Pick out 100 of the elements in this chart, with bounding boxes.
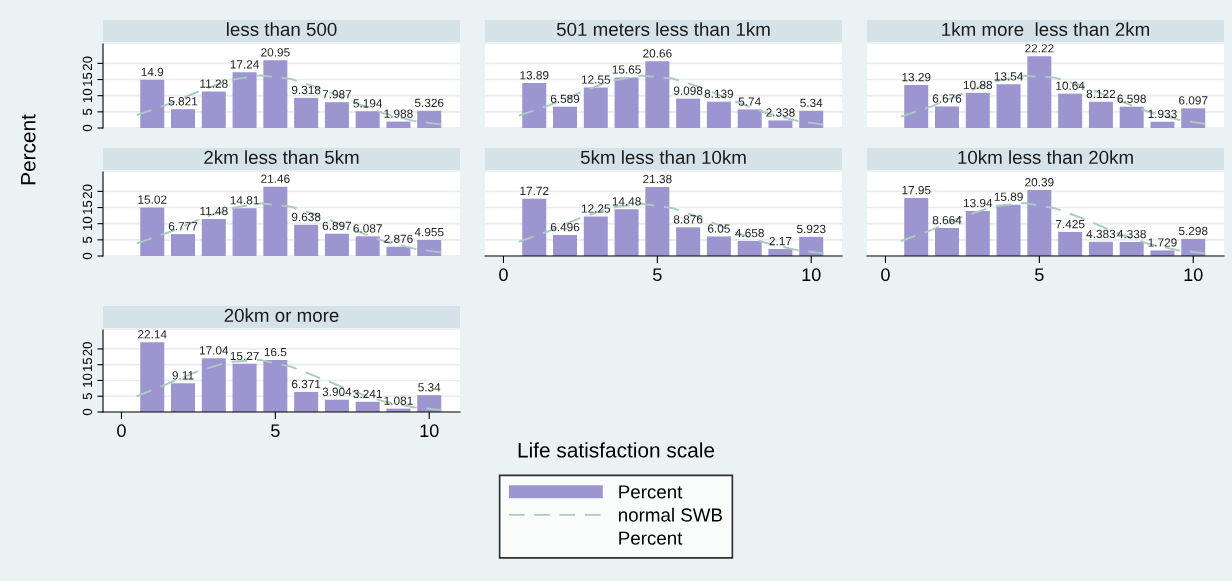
y-tick-label: 5	[82, 393, 93, 400]
data-label: 10.64	[1056, 81, 1085, 90]
bar	[201, 358, 226, 412]
y-axis-title: Percent	[21, 114, 36, 185]
data-label: 6.087	[353, 224, 382, 233]
data-label: 12.55	[581, 75, 611, 84]
data-label: 5.34	[800, 98, 823, 108]
data-label: 15.02	[138, 195, 167, 204]
data-label: 5.298	[1178, 226, 1208, 236]
bar	[553, 106, 578, 128]
bar	[676, 227, 701, 256]
bar	[645, 186, 670, 256]
bar	[263, 60, 288, 128]
y-tick-label: 10	[82, 373, 93, 387]
bar	[294, 391, 319, 412]
bar	[1088, 241, 1113, 256]
y-tick-label: 0	[82, 408, 93, 416]
x-tick-label: 10	[420, 424, 439, 438]
bar	[737, 240, 762, 256]
data-label: 5.34	[418, 383, 441, 392]
x-tick-label: 0	[881, 268, 890, 282]
bar	[386, 121, 411, 128]
data-label: 11.28	[200, 79, 228, 88]
data-label: 1.729	[1148, 238, 1177, 247]
data-label: 13.94	[963, 198, 993, 208]
chart-title: 2km less than 5km	[204, 150, 359, 165]
data-label: 7.987	[322, 90, 352, 99]
data-label: 20.66	[643, 49, 672, 58]
data-label: 4.338	[1117, 229, 1146, 239]
x-tick-label: 10	[802, 268, 821, 282]
bar	[294, 224, 319, 256]
data-label: 3.904	[322, 387, 352, 396]
bar	[263, 359, 288, 412]
bar	[614, 77, 639, 128]
bar	[355, 236, 380, 256]
bar	[935, 228, 960, 256]
data-label: 6.05	[708, 224, 730, 233]
data-label: 6.897	[322, 221, 352, 230]
bar	[1027, 56, 1052, 128]
y-tick-label: 5	[82, 108, 93, 115]
y-tick-label: 10	[82, 88, 93, 103]
bar	[1119, 106, 1144, 128]
chart-title: 20km or more	[224, 308, 339, 323]
data-label: 1.933	[1148, 109, 1177, 119]
data-label: 8.664	[932, 215, 962, 225]
bar	[645, 61, 670, 128]
x-tick-label: 0	[117, 424, 126, 438]
bar	[1119, 241, 1144, 256]
bar	[799, 110, 824, 128]
data-label: 2.338	[766, 108, 795, 117]
bar	[355, 111, 380, 128]
y-tick-label: 0	[82, 124, 93, 132]
y-tick-label: 5	[82, 236, 93, 243]
bar	[1088, 101, 1113, 128]
data-label: 15.27	[230, 351, 259, 361]
data-label: 6.598	[1117, 94, 1146, 103]
y-tick-label: 20	[82, 342, 93, 356]
bar	[201, 91, 226, 128]
data-label: 8.139	[704, 89, 734, 98]
bar	[1181, 108, 1206, 128]
data-label: 6.589	[550, 94, 580, 103]
bar	[965, 92, 990, 128]
bar	[1150, 121, 1175, 128]
data-label: 5.821	[168, 97, 198, 106]
data-label: 21.46	[261, 174, 290, 183]
data-label: 21.38	[643, 174, 672, 184]
data-label: 8.876	[673, 215, 703, 224]
x-tick-label: 5	[1035, 268, 1044, 282]
data-label: 6.097	[1179, 96, 1208, 105]
data-label: 14.81	[230, 196, 259, 205]
data-label: 17.24	[230, 60, 259, 69]
x-tick-label: 10	[1184, 268, 1203, 282]
bar	[768, 120, 793, 128]
data-label: 22.22	[1025, 44, 1054, 53]
data-label: 17.95	[902, 185, 931, 195]
bar	[1058, 232, 1083, 256]
data-label: 6.676	[932, 94, 962, 103]
data-label: 5.326	[414, 98, 444, 108]
chart-title: 1km more less than 2km	[942, 22, 1149, 37]
y-tick-label: 20	[82, 184, 93, 199]
bar	[737, 109, 762, 128]
bar	[676, 98, 701, 128]
y-tick-label: 10	[82, 216, 93, 231]
data-label: 20.95	[261, 48, 290, 57]
data-label: 1.988	[384, 109, 413, 118]
data-label: 15.65	[612, 65, 641, 74]
bar	[324, 102, 349, 128]
x-tick-label: 0	[499, 268, 508, 282]
bar	[1058, 93, 1083, 128]
chart-title: 10km less than 20km	[958, 150, 1133, 165]
data-label: 13.29	[902, 72, 931, 82]
legend-label: normal SWB	[619, 507, 722, 522]
bar	[996, 84, 1021, 128]
data-label: 5.74	[738, 97, 761, 106]
bar	[553, 235, 578, 256]
y-tick-label: 15	[82, 357, 93, 372]
bar	[140, 79, 165, 128]
bar	[294, 97, 319, 128]
bar	[171, 383, 196, 412]
data-label: 6.777	[168, 222, 198, 231]
